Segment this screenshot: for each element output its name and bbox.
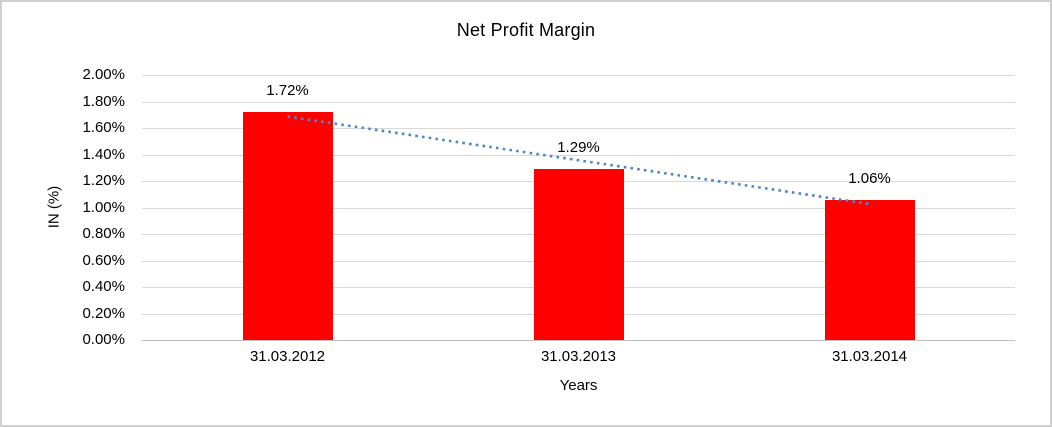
data-label: 1.72% — [266, 82, 309, 100]
trendline — [287, 115, 870, 206]
y-tick-label: 1.80% — [82, 92, 125, 110]
gridline — [142, 128, 1015, 129]
gridline — [142, 101, 1015, 103]
y-tick-label: 0.60% — [82, 251, 125, 269]
gridline — [142, 154, 1015, 156]
x-axis-title: Years — [559, 377, 598, 394]
bar — [533, 169, 624, 340]
x-axis-line — [142, 340, 1015, 341]
data-label: 1.29% — [557, 139, 600, 157]
y-tick-label: 1.60% — [82, 119, 125, 136]
y-tick-label: 1.00% — [82, 198, 125, 216]
gridline — [142, 75, 1015, 76]
x-tick-label: 31.03.2014 — [831, 348, 908, 365]
y-tick-label: 2.00% — [82, 66, 125, 83]
plot-area: 1.72% 1.29% 1.06% — [142, 75, 1015, 341]
y-tick-label: 1.40% — [82, 145, 125, 163]
y-tick-label: 0.00% — [82, 331, 125, 348]
y-tick-label: 1.20% — [82, 172, 125, 189]
chart-title: Net Profit Margin — [456, 20, 596, 40]
x-tick-label: 31.03.2012 — [249, 348, 326, 365]
y-tick-label: 0.40% — [82, 278, 125, 295]
y-tick-label: 0.80% — [82, 225, 125, 242]
trendline-path — [287, 115, 870, 206]
y-tick-label: 0.20% — [82, 304, 125, 322]
bar — [824, 199, 915, 340]
x-tick-label: 31.03.2013 — [540, 348, 617, 365]
bar — [242, 112, 333, 340]
data-label: 1.06% — [848, 169, 891, 187]
